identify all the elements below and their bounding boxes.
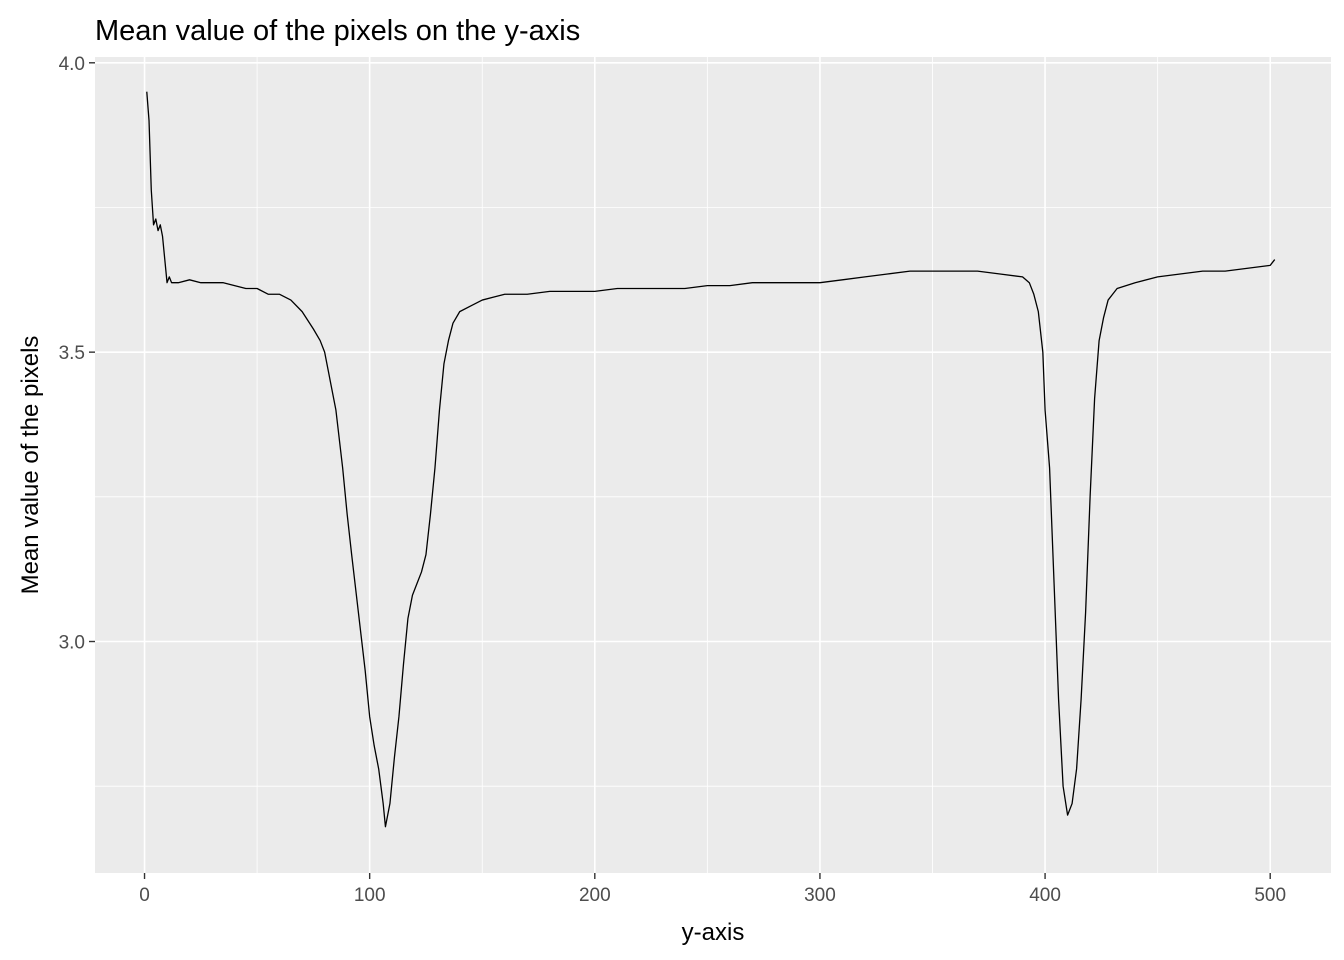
x-tick-label: 300 [804, 885, 836, 906]
grid-lines [95, 57, 1331, 873]
x-tick-label: 400 [1029, 885, 1061, 906]
x-tick-label: 500 [1254, 885, 1286, 906]
y-axis-title: Mean value of the pixels [17, 336, 44, 595]
x-tick-label: 200 [579, 885, 611, 906]
chart-title: Mean value of the pixels on the y-axis [95, 15, 580, 47]
x-tick-label: 100 [354, 885, 386, 906]
y-tick-label: 4.0 [59, 54, 85, 75]
axis-ticks: 0 100 200 300 400 500 3.0 3.5 4.0 [59, 54, 1286, 906]
x-tick-label: 0 [139, 885, 150, 906]
series-line [146, 91, 1276, 828]
plot-panel [95, 57, 1331, 873]
x-axis-title: y-axis [682, 919, 745, 946]
y-tick-label: 3.0 [59, 633, 85, 654]
y-tick-label: 3.5 [59, 343, 85, 364]
